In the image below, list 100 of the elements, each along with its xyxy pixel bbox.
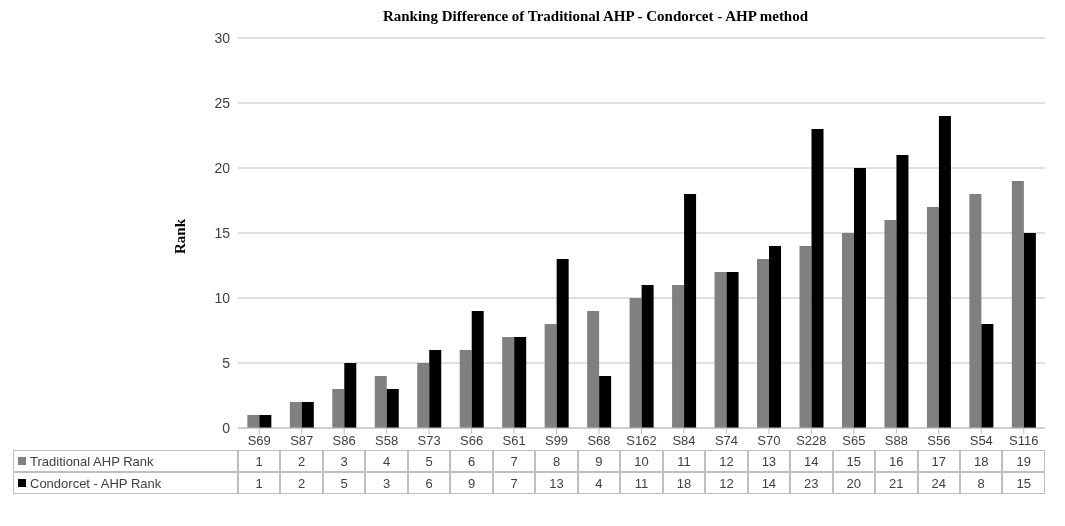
x-tick-label: S70 [757,433,781,449]
data-label: 4 [577,472,621,494]
bar [374,376,387,428]
bar [969,194,982,428]
data-label: 19 [1002,450,1045,472]
data-label: 7 [492,450,536,472]
x-tick-label: S65 [842,433,866,449]
data-label: 8 [959,472,1003,494]
data-label: 11 [662,450,706,472]
data-label: 20 [832,472,876,494]
data-label: 4 [365,450,408,472]
data-label: 9 [577,450,621,472]
data-label: 2 [280,472,323,494]
x-tick-label: S69 [247,433,271,449]
x-tick-label: S68 [587,433,611,449]
data-label: 5 [322,472,366,494]
data-label: 23 [790,472,833,494]
bar [672,285,685,428]
y-tick-label: 0 [222,419,231,436]
bar [556,259,569,428]
data-label: 6 [407,472,451,494]
data-label: 14 [747,472,791,494]
bar [332,389,345,428]
bar [811,129,824,428]
data-label: 24 [917,472,960,494]
bar [417,363,430,428]
bar [926,207,939,428]
data-label: 11 [620,472,663,494]
data-label: 1 [238,472,281,494]
data-label: 12 [705,450,748,472]
data-label: 8 [535,450,578,472]
bar [386,389,399,428]
bar [726,272,739,428]
data-label: 3 [322,450,366,472]
data-label: 17 [917,450,960,472]
bar [259,415,272,428]
x-tick-label: S61 [502,433,526,449]
data-label: 12 [705,472,748,494]
x-tick-label: S54 [969,433,993,449]
legend-label: Traditional AHP Rank [30,453,154,469]
data-label: 2 [280,450,323,472]
data-label: 9 [450,472,493,494]
bar [896,155,909,428]
data-label: 18 [662,472,706,494]
data-label: 16 [875,450,918,472]
bar [289,402,302,428]
data-label: 6 [450,450,493,472]
bar [429,350,442,428]
x-tick-label: S99 [544,433,569,449]
bar [684,194,697,428]
bar [641,285,654,428]
data-label: 7 [492,472,536,494]
x-tick-label: S74 [714,433,739,449]
bar [599,376,612,428]
bar [769,246,782,428]
bar [471,311,484,428]
bar [629,298,642,428]
data-label: 21 [875,472,918,494]
x-tick-label: S116 [1009,433,1039,449]
y-tick-label: 10 [214,289,231,306]
bar [1011,181,1024,428]
data-label: 10 [620,450,663,472]
data-label: 15 [1002,472,1045,494]
x-tick-label: S88 [884,433,908,449]
x-tick-label: S58 [375,433,399,449]
x-tick-label: S66 [460,433,484,449]
y-axis-title: Rank [172,218,189,255]
x-tick-label: S162 [626,433,657,449]
x-tick-label: S228 [796,433,827,449]
chart-title: Ranking Difference of Traditional AHP - Condorcet - AHP method [381,8,810,26]
data-label: 18 [959,450,1003,472]
data-label: 3 [365,472,408,494]
data-label: 15 [832,450,876,472]
bar [247,415,260,428]
data-label: 13 [747,450,791,472]
x-tick-label: S86 [332,433,356,449]
bar [799,246,812,428]
bar [459,350,472,428]
data-label: 14 [790,450,833,472]
bar [301,402,314,428]
data-label: 1 [238,450,281,472]
y-tick-label: 30 [214,29,231,46]
legend-label: Condorcet - AHP Rank [30,475,162,491]
bar [587,311,600,428]
bar [981,324,994,428]
bar [502,337,515,428]
bar [344,363,357,428]
bar [884,220,897,428]
y-tick-label: 5 [222,354,231,371]
bar [853,168,866,428]
bar [938,116,951,428]
bar [1023,233,1036,428]
y-tick-label: 20 [214,159,231,176]
y-tick-label: 15 [214,224,231,241]
bar [714,272,727,428]
x-tick-label: S73 [417,433,441,449]
x-tick-label: S84 [672,433,696,449]
data-label: 13 [535,472,578,494]
bar [544,324,557,428]
x-tick-label: S56 [927,433,951,449]
